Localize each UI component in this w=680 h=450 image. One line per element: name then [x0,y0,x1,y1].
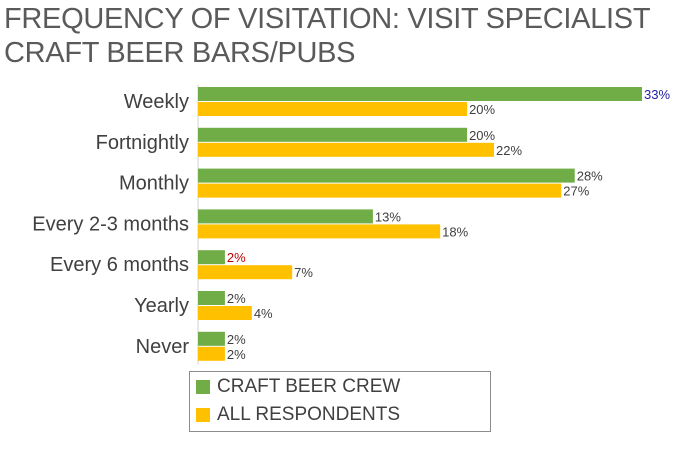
bar-craft-beer-crew-yearly [198,291,225,305]
legend-swatch-craft-beer-crew [196,380,210,394]
category-label-never: Never [136,336,190,358]
bar-all-respondents-monthly [198,183,562,198]
legend: CRAFT BEER CREW ALL RESPONDENTS [189,371,491,432]
legend-label-all-respondents: ALL RESPONDENTS [217,404,401,425]
bar-all-respondents-every-6-months [198,265,293,280]
category-label-yearly: Yearly [134,295,189,317]
legend-label-craft-beer-crew: CRAFT BEER CREW [217,376,401,397]
bar-all-respondents-every-2-3-months [198,224,441,239]
category-label-weekly: Weekly [124,91,189,113]
data-label-all-respondents-every-2-3-months: 18% [442,224,468,239]
data-label-all-respondents-yearly: 4% [254,306,273,321]
data-label-craft-beer-crew-every-2-3-months: 13% [375,209,401,224]
data-label-all-respondents-never: 2% [227,347,246,362]
legend-swatch-all-respondents [196,408,210,422]
bar-all-respondents-yearly [198,306,252,320]
category-label-every-2-3-months: Every 2-3 months [32,213,189,235]
data-label-craft-beer-crew-every-6-months: 2% [227,250,246,265]
bar-craft-beer-crew-weekly [198,87,642,101]
data-label-craft-beer-crew-never: 2% [227,332,246,347]
bar-all-respondents-never [198,346,225,361]
category-label-monthly: Monthly [119,173,189,195]
legend-item-all-respondents: ALL RESPONDENTS [196,403,400,427]
bar-all-respondents-weekly [198,102,468,116]
data-label-craft-beer-crew-weekly: 33% [644,87,670,102]
data-label-all-respondents-fortnightly: 22% [496,143,522,158]
category-label-every-6-months: Every 6 months [50,254,189,276]
data-label-craft-beer-crew-fortnightly: 20% [469,128,495,143]
data-label-craft-beer-crew-yearly: 2% [227,291,246,306]
bar-craft-beer-crew-every-6-months [198,250,225,265]
data-label-all-respondents-monthly: 27% [563,184,589,199]
bar-all-respondents-fortnightly [198,142,494,157]
category-label-fortnightly: Fortnightly [96,132,189,154]
bar-craft-beer-crew-never [198,331,225,346]
data-label-all-respondents-every-6-months: 7% [294,265,313,280]
legend-item-craft-beer-crew: CRAFT BEER CREW [196,375,400,399]
data-label-craft-beer-crew-monthly: 28% [577,169,603,184]
bar-craft-beer-crew-fortnightly [198,127,468,142]
chart-title: FREQUENCY OF VISITATION: VISIT SPECIALIS… [4,3,650,69]
bar-craft-beer-crew-monthly [198,168,575,183]
bar-craft-beer-crew-every-2-3-months [198,209,373,224]
data-label-all-respondents-weekly: 20% [469,102,495,117]
